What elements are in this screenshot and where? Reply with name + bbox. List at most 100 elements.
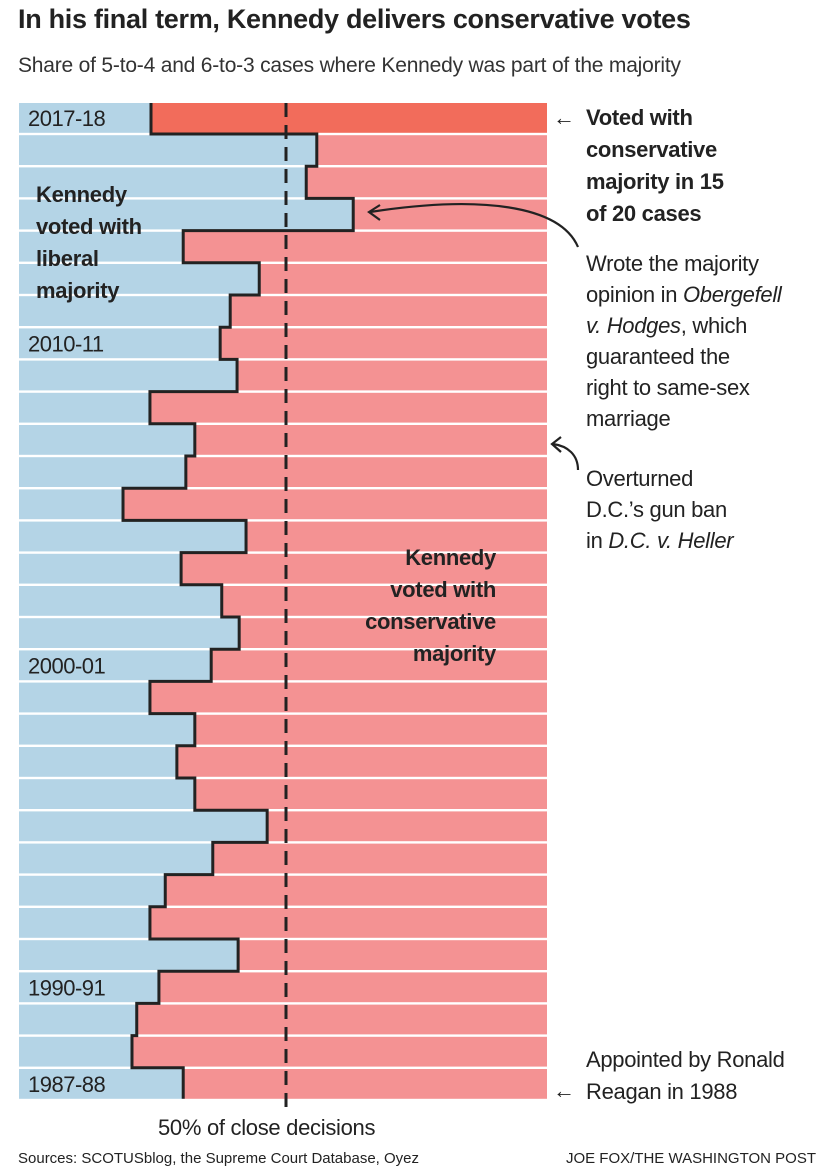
bar-liberal <box>19 135 317 165</box>
conservative-label-line: voted with <box>390 577 496 602</box>
bar-conservative <box>306 167 547 198</box>
annotation-line: marriage <box>586 406 671 431</box>
bar-conservative <box>183 231 547 262</box>
credit: JOE FOX/THE WASHINGTON POST <box>565 1150 816 1167</box>
bar-liberal <box>19 714 195 745</box>
liberal-label-line: liberal <box>36 246 99 271</box>
bar-liberal <box>19 425 195 455</box>
bar-conservative <box>181 553 547 584</box>
bar-conservative <box>239 618 547 648</box>
annotation-line: in D.C. v. Heller <box>586 525 734 556</box>
arrow-head <box>367 204 381 221</box>
bar-liberal <box>19 457 186 487</box>
tick-label: 2000-01 <box>28 653 106 678</box>
bar-conservative <box>221 586 547 616</box>
liberal-label-line: Kennedy <box>36 182 127 207</box>
bar-conservative <box>238 940 547 970</box>
bar-conservative <box>212 843 547 874</box>
case-name: D.C. v. Heller <box>608 528 734 553</box>
annotation-final-term: Voted with conservative majority in 15 o… <box>586 102 724 230</box>
annotation-line: conservative <box>586 137 717 162</box>
annotation-appointed: Appointed by Ronald Reagan in 1988 <box>586 1044 785 1108</box>
bar-liberal <box>19 682 150 713</box>
bar-conservative <box>194 714 547 745</box>
bar-conservative <box>246 521 548 552</box>
conservative-label-line: conservative <box>365 609 496 634</box>
bar-liberal <box>19 811 268 842</box>
bar-conservative <box>220 328 547 359</box>
bar-liberal <box>19 1004 137 1035</box>
bar-conservative <box>149 908 547 938</box>
annotation-text: opinion in <box>586 282 683 307</box>
bar-conservative <box>267 811 547 842</box>
bar-liberal <box>19 875 166 906</box>
bar-liberal <box>19 940 239 970</box>
annotation-line: majority in 15 <box>586 169 724 194</box>
bar-conservative <box>158 972 548 1003</box>
bar-liberal <box>19 199 354 230</box>
bar-liberal <box>19 618 240 648</box>
annotation-arrow <box>369 203 580 248</box>
bar-liberal <box>19 167 307 198</box>
bar-liberal <box>19 328 221 359</box>
bar-conservative <box>259 264 547 294</box>
bar-liberal <box>19 972 159 1003</box>
liberal-label-line: majority <box>36 278 120 303</box>
bar-conservative <box>136 1004 547 1035</box>
conservative-label-line: Kennedy <box>405 545 496 570</box>
bar-conservative <box>185 457 547 487</box>
tick-label: 1987-88 <box>28 1072 106 1097</box>
annotation-line: Reagan in 1988 <box>586 1079 738 1104</box>
bar-conservative <box>237 360 547 391</box>
tick-label: 2017-18 <box>28 106 106 131</box>
chart-title: In his final term, Kennedy delivers cons… <box>18 4 691 34</box>
annotation-text: , which <box>680 313 748 338</box>
bar-liberal <box>19 650 212 681</box>
bar-conservative <box>149 682 547 713</box>
annotation-line: v. Hodges, which <box>586 310 782 341</box>
bar-conservative <box>151 103 547 133</box>
bar-conservative <box>149 392 547 423</box>
annotation-line: opinion in Obergefell <box>586 279 782 310</box>
annotation-heller: Overturned D.C.’s gun ban in D.C. v. Hel… <box>586 463 734 556</box>
bar-liberal <box>19 1069 184 1099</box>
conservative-label-line: majority <box>412 641 496 666</box>
annotation-line: Wrote the majority <box>586 251 759 276</box>
bar-conservative <box>131 1036 547 1067</box>
bar-liberal <box>19 553 182 584</box>
bar-liberal <box>19 747 177 777</box>
bar-liberal <box>19 843 213 874</box>
bar-conservative <box>183 1069 547 1099</box>
bar-liberal <box>19 296 231 326</box>
bar-liberal <box>19 779 195 809</box>
liberal-label: Kennedy voted with liberal majority <box>36 179 142 307</box>
bar-liberal <box>19 586 222 616</box>
bar-liberal <box>19 103 151 133</box>
conservative-label: Kennedy voted with conservative majority <box>330 542 496 670</box>
bar-conservative <box>230 296 547 326</box>
case-name: v. Hodges <box>586 313 681 338</box>
bar-liberal <box>19 521 247 552</box>
annotation-line: guaranteed the <box>586 344 730 369</box>
annotation-obergefell: Wrote the majority opinion in Obergefell… <box>586 248 782 434</box>
tick-label: 2010-11 <box>28 331 104 356</box>
bar-conservative <box>194 779 547 809</box>
liberal-label-line: voted with <box>36 214 142 239</box>
bar-conservative <box>176 747 547 777</box>
bar-conservative <box>123 489 548 520</box>
sources: Sources: SCOTUSblog, the Supreme Court D… <box>18 1150 420 1167</box>
bar-liberal <box>19 231 184 262</box>
bar-liberal <box>19 392 150 423</box>
annotation-line: D.C.’s gun ban <box>586 497 727 522</box>
bar-liberal <box>19 264 260 294</box>
reference-line-label: 50% of close decisions <box>158 1115 376 1140</box>
arrow-head <box>550 436 562 453</box>
bar-liberal <box>19 1036 132 1067</box>
step-outline <box>121 103 355 1099</box>
bar-conservative <box>211 650 547 681</box>
bar-conservative <box>165 875 548 906</box>
bar-conservative <box>316 135 547 165</box>
annotation-line: Voted with <box>586 105 693 130</box>
bar-liberal <box>19 908 150 938</box>
